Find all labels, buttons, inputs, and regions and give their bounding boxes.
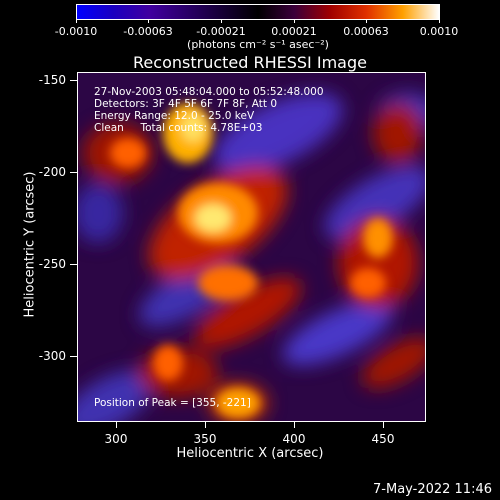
x-tick-label: 400: [282, 432, 306, 446]
y-tick: [70, 80, 77, 81]
info-line-time: 27-Nov-2003 05:48:04.000 to 05:52:48.000: [94, 86, 324, 98]
colorbar-tick: [294, 19, 295, 23]
colorbar-label: 0.0010: [419, 25, 459, 38]
y-tick-label: -250: [38, 257, 66, 271]
x-tick: [116, 422, 117, 428]
x-tick: [383, 422, 384, 428]
y-tick: [70, 172, 77, 173]
image-title: Reconstructed RHESSI Image: [133, 53, 367, 72]
info-line-counts: Clean Total counts: 4.78E+03: [94, 122, 263, 134]
info-line-detectors: Detectors: 3F 4F 5F 6F 7F 8F, Att 0: [94, 98, 278, 110]
colorbar-label: -0.00021: [196, 25, 246, 38]
colorbar-tick: [76, 19, 77, 23]
peak-position: Position of Peak = [355, -221]: [94, 397, 251, 409]
colorbar-tick: [148, 19, 149, 23]
x-tick-label: 300: [104, 432, 128, 446]
colorbar-label: 0.00063: [343, 25, 389, 38]
x-tick: [294, 422, 295, 428]
y-tick: [70, 264, 77, 265]
colorbar-tick: [439, 19, 440, 23]
timestamp: 7-May-2022 11:46: [373, 482, 492, 497]
x-axis-label: Heliocentric X (arcsec): [176, 446, 324, 461]
y-axis-label: Heliocentric Y (arcsec): [22, 171, 38, 318]
x-tick-label: 350: [193, 432, 217, 446]
colorbar-label: 0.00021: [271, 25, 317, 38]
info-line-energy: Energy Range: 12.0 - 25.0 keV: [94, 110, 255, 122]
y-tick: [70, 356, 77, 357]
y-tick-label: -300: [38, 349, 66, 363]
y-tick-label: -150: [38, 73, 66, 87]
colorbar-tick: [366, 19, 367, 23]
colorbar-units: (photons cm⁻² s⁻¹ asec⁻²): [187, 38, 329, 51]
colorbar-label: -0.0010: [54, 25, 98, 38]
image-plot: 27-Nov-2003 05:48:04.000 to 05:52:48.000…: [77, 72, 426, 422]
colorbar: [76, 4, 440, 20]
reconstructed-image: [78, 73, 425, 421]
x-tick-label: 450: [371, 432, 395, 446]
x-tick: [205, 422, 206, 428]
colorbar-tick: [221, 19, 222, 23]
y-tick-label: -200: [38, 165, 66, 179]
colorbar-label: -0.00063: [123, 25, 173, 38]
